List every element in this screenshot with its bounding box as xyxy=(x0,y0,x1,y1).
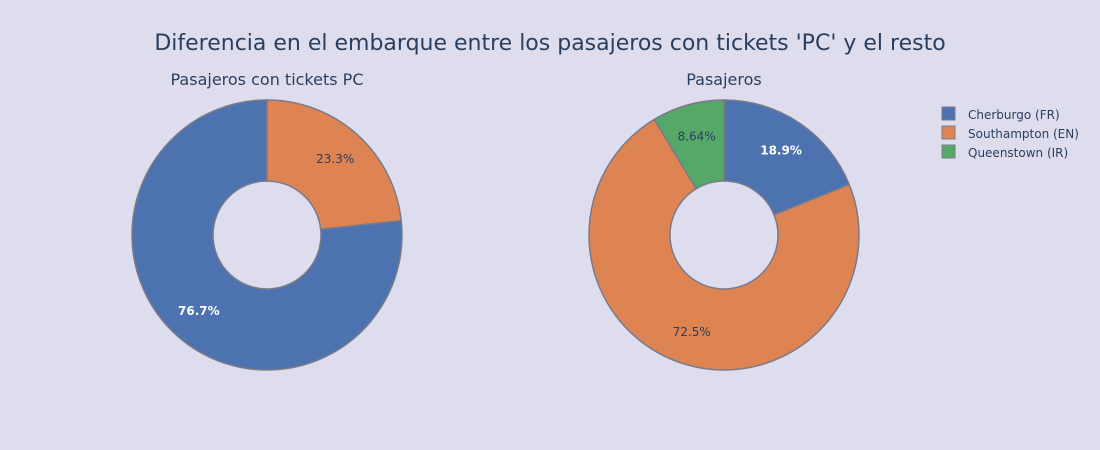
legend-item[interactable]: Southampton (EN) xyxy=(941,125,1079,141)
legend-item[interactable]: Queenstown (IR) xyxy=(941,144,1068,160)
slice-percent-label: 76.7% xyxy=(178,304,220,318)
donut-slice[interactable] xyxy=(653,99,725,190)
donut-slice[interactable] xyxy=(723,99,851,216)
legend-swatch xyxy=(941,144,956,159)
legend-swatch xyxy=(941,106,956,121)
slice-percent-label: 18.9% xyxy=(760,143,802,157)
legend-swatch xyxy=(941,125,956,140)
legend-label: Queenstown (IR) xyxy=(968,146,1068,160)
donut-slice[interactable] xyxy=(131,99,403,371)
legend-label: Cherburgo (FR) xyxy=(968,108,1060,122)
slice-percent-label: 72.5% xyxy=(673,325,711,339)
donut-subtitle-left: Pasajeros con tickets PC xyxy=(171,70,364,89)
donut-chart-right: 18.9% 72.5% 8.64% xyxy=(588,99,860,371)
donut-subtitle-right: Pasajeros xyxy=(686,70,762,89)
slice-percent-label: 8.64% xyxy=(678,130,716,144)
legend-label: Southampton (EN) xyxy=(968,127,1079,141)
donut-slice[interactable] xyxy=(266,99,403,231)
slice-percent-label: 23.3% xyxy=(316,152,354,166)
legend[interactable]: Cherburgo (FR) Southampton (EN) Queensto… xyxy=(941,106,1079,160)
legend-item[interactable]: Cherburgo (FR) xyxy=(941,106,1060,122)
chart-title: Diferencia en el embarque entre los pasa… xyxy=(154,31,945,56)
donut-chart-left: 76.7% 23.3% xyxy=(131,99,403,371)
donut-slice[interactable] xyxy=(588,118,860,371)
